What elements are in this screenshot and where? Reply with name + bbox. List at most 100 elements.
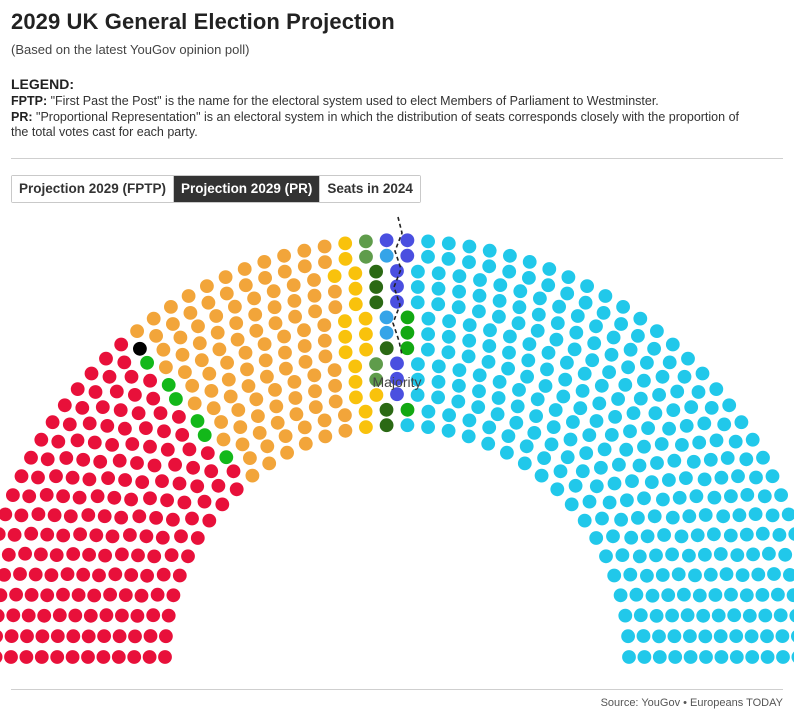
seat-dot [4,650,18,664]
seat-dot [760,629,774,644]
seat-dot [307,273,321,287]
seat-dot [160,442,175,457]
seat-dot [241,379,256,393]
seat-dot [621,629,635,644]
seat-dot [742,608,757,623]
seat-dot [206,401,221,416]
seat-dot [143,439,157,454]
seat-dot [674,529,689,544]
seat-dot [636,629,651,643]
seat-dot [338,252,353,266]
seat-dot [699,650,713,664]
legend-heading: LEGEND: [11,76,74,92]
seat-dot [604,428,619,442]
seat-dot [421,311,436,326]
tab-projection-fptp[interactable]: Projection 2029 (FPTP) [12,176,174,202]
seat-dot [623,424,637,439]
seat-dot [618,608,633,623]
seat-dot [135,475,150,489]
seat-dot [229,482,244,497]
seat-dot [573,401,588,416]
seat-dot [400,310,415,325]
seat-dot [589,414,604,428]
seat-dot [156,342,171,357]
legend-fptp-text: "First Past the Post" is the name for th… [47,94,659,108]
seat-dot [604,347,619,362]
seat-dot [34,547,48,562]
seat-dot [596,306,611,320]
seat-dot [75,401,90,415]
seat-dot [713,629,728,644]
seat-dot [791,651,794,663]
seat-dot [781,507,794,522]
seat-dot [729,650,744,664]
seat-dot [70,433,85,448]
seat-dot [308,304,322,319]
seat-dot [441,423,456,438]
seat-dot [287,294,302,308]
seat-dot [60,567,75,581]
seat-dot [262,456,277,471]
seat-dot [379,233,394,248]
seat-dot [287,375,302,389]
seat-dot [631,511,645,525]
seat-dot [348,297,363,312]
seat-dot [739,527,754,542]
seat-dot [181,289,196,303]
seat-dot [194,353,209,368]
seat-dot [369,295,384,310]
seat-dot [125,437,140,451]
seat-dot [692,588,707,603]
seat-dot [462,255,476,269]
tab-seats-2024[interactable]: Seats in 2024 [319,176,420,202]
seat-dot [226,464,241,479]
seat-dot [626,406,641,420]
seat-dot [580,279,594,293]
seat-dot [452,269,467,283]
seat-dot [521,353,536,368]
seat-dot [146,311,161,326]
seat-dot [62,417,77,432]
seat-dot [211,478,226,493]
seat-dot [252,426,267,440]
seat-dot [70,382,85,396]
seat-dot [751,567,766,582]
seat-dot [649,609,664,623]
seat-dot [147,458,162,473]
seat-dot [156,567,171,582]
seat-dot [99,351,113,366]
seat-dot [158,650,172,664]
seat-dot [558,372,573,387]
seat-dot [168,457,183,472]
seat-dot [579,446,594,460]
tab-projection-pr[interactable]: Projection 2029 (PR) [173,176,320,202]
seat-dot [174,529,188,544]
seat-dot [288,391,303,405]
seat-dot [640,568,654,583]
seat-dot [703,567,718,582]
seat-dot [400,233,415,248]
seat-dot [640,355,654,370]
seat-dot [578,295,593,310]
seat-dot [431,297,446,312]
seat-dot [509,415,524,430]
seat-dot [143,373,158,388]
seat-dot [662,355,677,370]
seat-dot [431,390,445,405]
seat-dot [369,388,384,402]
seat-dot [348,359,363,374]
seat-dot [614,317,628,331]
seat-dot [727,608,742,623]
seat-dot [31,507,46,521]
majority-line [392,216,403,356]
seat-dot [411,357,425,371]
seat-dot [14,469,29,484]
seat-dot [202,513,217,528]
page-subtitle: (Based on the latest YouGov opinion poll… [11,42,250,57]
seat-dot [421,327,435,341]
seat-dot [731,469,745,484]
seat-dot [431,266,446,281]
seat-dot [491,391,506,405]
seat-dot [172,410,186,424]
seat-dot [82,416,97,431]
